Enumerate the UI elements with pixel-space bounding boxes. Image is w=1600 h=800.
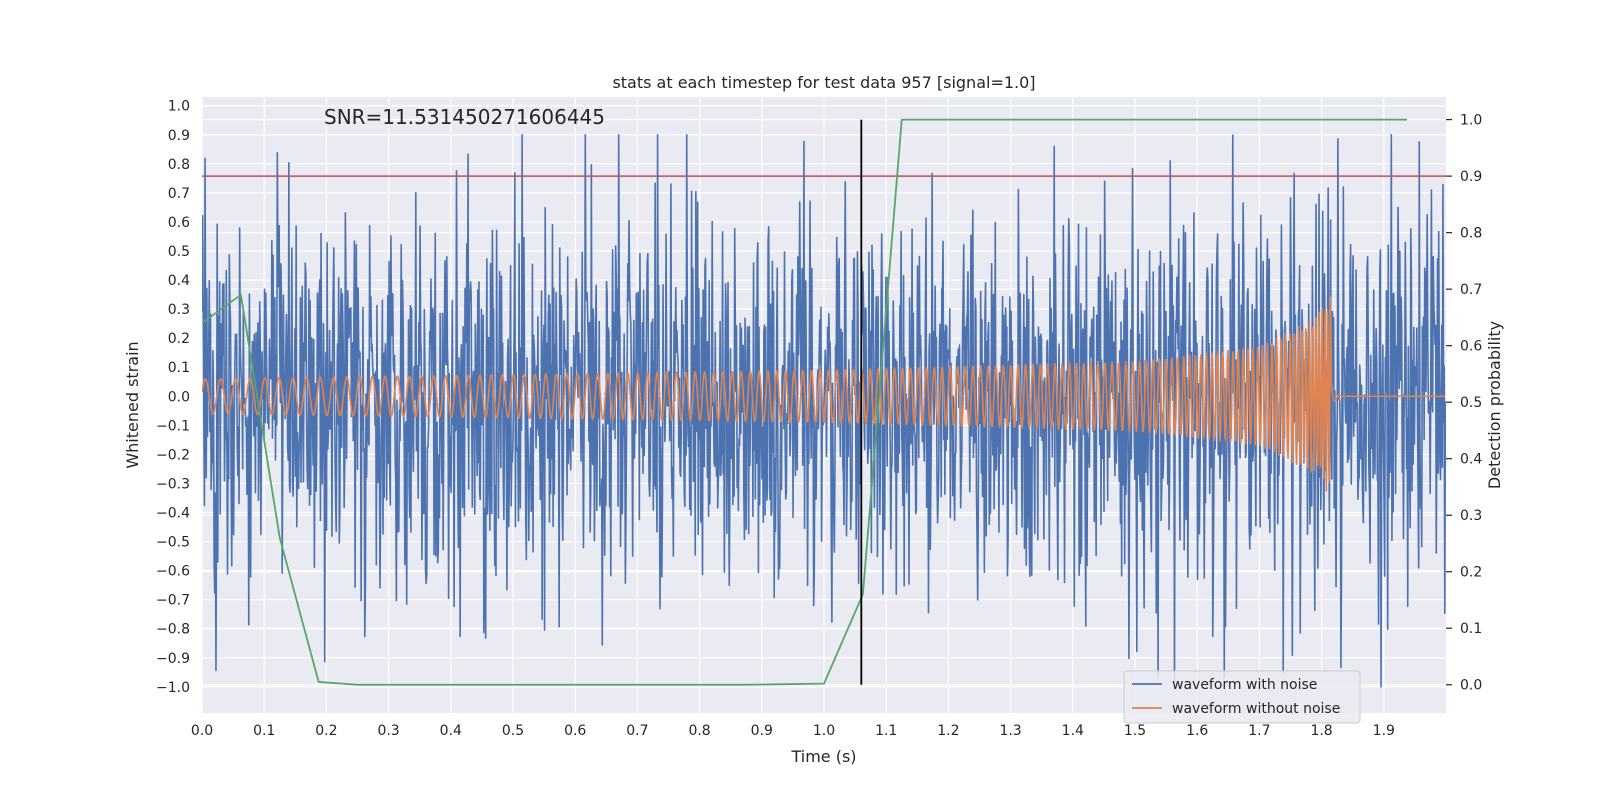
x-tick-label: 0.1	[253, 723, 275, 739]
y2-tick-label: 0.5	[1460, 395, 1482, 411]
y2-tick-label: 0.6	[1460, 339, 1482, 355]
x-tick-label: 1.0	[813, 723, 835, 739]
x-tick-label: 0.9	[751, 723, 773, 739]
y-tick-label: −0.5	[156, 535, 190, 551]
y-tick-label: 0.8	[168, 157, 190, 173]
y-tick-label: −0.4	[156, 506, 190, 522]
y2-tick-label: 0.9	[1460, 169, 1482, 185]
x-tick-label: 1.4	[1062, 723, 1084, 739]
y-tick-label: −0.3	[156, 476, 190, 492]
y2-tick-label: 0.2	[1460, 565, 1482, 581]
x-tick-label: 1.2	[937, 723, 959, 739]
x-tick-label: 1.9	[1373, 723, 1395, 739]
clean-series-line	[202, 296, 1446, 492]
chart-title: stats at each timestep for test data 957…	[612, 73, 1035, 92]
y-tick-label: 0.4	[168, 273, 190, 289]
legend-box	[1123, 670, 1361, 724]
y2-axis-label: Detection probability	[1485, 321, 1504, 489]
y-tick-label: 0.1	[168, 360, 190, 376]
y-tick-label: 0.7	[168, 186, 190, 202]
y-tick-label: 0.9	[168, 128, 190, 144]
y-tick-label: 0.3	[168, 302, 190, 318]
y-tick-label: −0.2	[156, 447, 190, 463]
x-tick-label: 0.6	[564, 723, 586, 739]
snr-annotation: SNR=11.531450271606445	[324, 105, 605, 129]
y2-tick-label: 0.7	[1460, 282, 1482, 298]
plot-content	[202, 118, 1446, 688]
x-tick-label: 0.3	[377, 723, 399, 739]
x-tick-label: 0.4	[440, 723, 462, 739]
y2-tick-label: 0.4	[1460, 452, 1482, 468]
y2-tick-labels: 1.0 0.9 0.8 0.7 0.6 0.5 0.4 0.3 0.2 0.1 0.0	[1446, 113, 1482, 694]
y-tick-label: −0.7	[156, 593, 190, 609]
y-tick-labels: 1.0 0.9 0.8 0.7 0.6 0.5 0.4 0.3 0.2 0.1 0.0 −0.1 −0.…	[156, 99, 190, 696]
x-tick-label: 0.5	[502, 723, 524, 739]
x-tick-label: 1.6	[1186, 723, 1208, 739]
y2-tick-label: 0.8	[1460, 226, 1482, 242]
y-tick-label: −0.6	[156, 564, 190, 580]
x-tick-label: 0.2	[315, 723, 337, 739]
x-tick-label: 1.1	[875, 723, 897, 739]
y-tick-label: −0.1	[156, 418, 190, 434]
y2-tick-label: 0.1	[1460, 621, 1482, 637]
y2-tick-label: 0.3	[1460, 508, 1482, 524]
x-axis-label: Time (s)	[790, 747, 856, 766]
y-tick-label: 0.5	[168, 244, 190, 260]
legend-noise-label: waveform with noise	[1172, 677, 1317, 693]
y2-tick-label: 0.0	[1460, 678, 1482, 694]
x-tick-label: 0.0	[191, 723, 213, 739]
legend-clean-label: waveform without noise	[1172, 701, 1340, 717]
y-tick-label: 0.2	[168, 331, 190, 347]
x-tick-label: 1.3	[999, 723, 1021, 739]
x-tick-label: 1.7	[1248, 723, 1270, 739]
y-tick-label: −0.9	[156, 651, 190, 667]
y2-tick-label: 1.0	[1460, 113, 1482, 129]
detection-probability-line	[202, 118, 1408, 686]
x-tick-label: 0.7	[626, 723, 648, 739]
legend: waveform with noise waveform without noi…	[1123, 670, 1361, 724]
y-tick-label: −1.0	[156, 680, 190, 696]
x-tick-label: 1.5	[1124, 723, 1146, 739]
y-tick-label: 0.6	[168, 215, 190, 231]
y-axis-label: Whitened strain	[123, 341, 142, 468]
x-tick-label: 0.8	[688, 723, 710, 739]
y-tick-label: 0.0	[168, 389, 190, 405]
y-tick-label: 1.0	[168, 99, 190, 115]
y-tick-label: −0.8	[156, 622, 190, 638]
x-tick-labels: 0.0 0.1 0.2 0.3 0.4 0.5 0.6 0.7 0.8 0.9 1.0 1.1 1.2 1…	[191, 723, 1395, 739]
x-tick-label: 1.8	[1310, 723, 1332, 739]
